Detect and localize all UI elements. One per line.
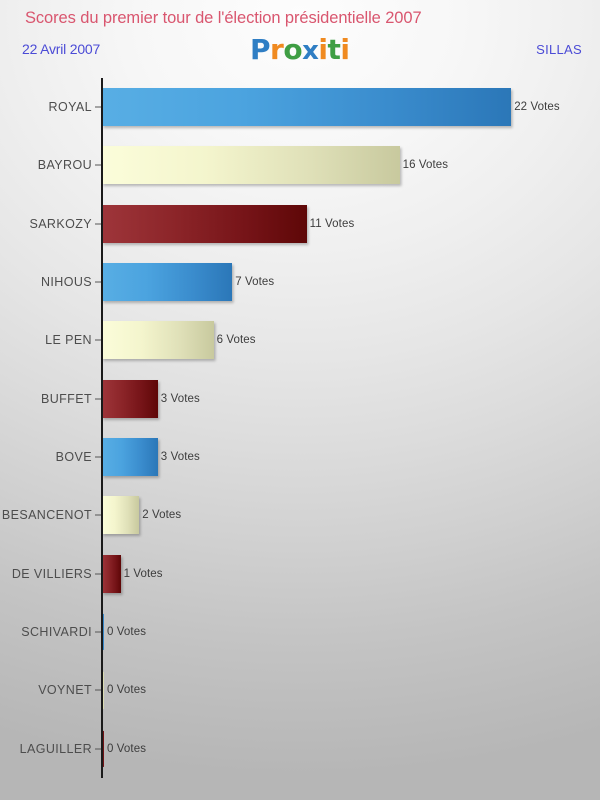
bar-value-label: 16 Votes <box>402 159 449 172</box>
bar-row: SCHIVARDI 0 Votes <box>0 603 600 661</box>
bar-row: LE PEN 6 Votes <box>0 311 600 369</box>
bar-value-label: 3 Votes <box>160 451 200 464</box>
logo-letter-x: x <box>302 36 319 66</box>
bar[interactable] <box>102 204 307 243</box>
axis-tick <box>95 281 101 283</box>
bar[interactable] <box>102 146 400 185</box>
logo-letter-r: r <box>270 33 284 66</box>
bar[interactable] <box>102 496 140 535</box>
bar[interactable] <box>102 263 233 302</box>
bar-category-label: BESANCENOT <box>1 508 92 523</box>
bar-category-label: BUFFET <box>40 391 92 406</box>
bar-value-label: 0 Votes <box>107 626 147 639</box>
bar[interactable] <box>102 88 512 127</box>
bar-row: NIHOUS 7 Votes <box>0 253 600 311</box>
bar-row: BUFFET 3 Votes <box>0 370 600 428</box>
bar-category-label: VOYNET <box>38 683 92 698</box>
logo-letter-o: o <box>283 33 303 66</box>
bar-row: BESANCENOT 2 Votes <box>0 486 600 544</box>
bar-value-label: 22 Votes <box>514 101 560 114</box>
logo-letter-t: t <box>327 33 341 66</box>
bar-row: VOYNET 0 Votes <box>0 661 600 719</box>
axis-tick <box>95 106 101 108</box>
logo-letter-i1: i <box>318 33 328 66</box>
bar[interactable] <box>102 321 214 360</box>
bar[interactable] <box>102 614 104 651</box>
chart-source: SILLAS <box>536 42 582 57</box>
page-title: Scores du premier tour de l'élection pré… <box>25 9 422 27</box>
bar-category-label: LAGUILLER <box>19 741 92 756</box>
bar-value-label: 11 Votes <box>309 217 355 230</box>
bar[interactable] <box>102 379 158 418</box>
chart-date: 22 Avril 2007 <box>22 41 101 57</box>
bar-category-label: LE PEN <box>45 333 92 348</box>
bar-value-label: 7 Votes <box>235 276 275 289</box>
axis-tick <box>95 514 101 516</box>
bar-value-label: 6 Votes <box>216 334 256 347</box>
bar-category-label: BAYROU <box>37 158 92 173</box>
y-axis-line <box>101 78 103 778</box>
axis-tick <box>95 398 101 400</box>
bar-row: ROYAL 22 Votes <box>0 78 600 136</box>
bar-row: LAGUILLER 0 Votes <box>0 720 600 778</box>
axis-tick <box>95 748 101 750</box>
plot-area: ROYAL 22 Votes BAYROU 16 Votes SARKOZY 11 Vot… <box>0 78 600 778</box>
bar-row: DE VILLIERS 1 Votes <box>0 545 600 603</box>
axis-tick <box>95 223 101 225</box>
bar-category-label: ROYAL <box>48 100 92 115</box>
bar-value-label: 2 Votes <box>142 509 182 522</box>
axis-tick <box>95 456 101 458</box>
bar-value-label: 0 Votes <box>107 684 147 697</box>
bar-category-label: SCHIVARDI <box>21 625 92 640</box>
chart-header: Scores du premier tour de l'élection pré… <box>0 0 600 78</box>
bar-row: BOVE 3 Votes <box>0 428 600 486</box>
bar[interactable] <box>102 730 104 767</box>
bar-value-label: 3 Votes <box>160 392 200 405</box>
logo-letter-i2: i <box>340 33 350 66</box>
bar-row: SARKOZY 11 Votes <box>0 195 600 253</box>
bar-value-label: 1 Votes <box>123 567 163 580</box>
axis-tick <box>95 689 101 691</box>
bar-category-label: SARKOZY <box>29 216 92 231</box>
bar-category-label: NIHOUS <box>40 275 92 290</box>
axis-tick <box>95 631 101 633</box>
bar[interactable] <box>102 672 104 709</box>
axis-tick <box>95 164 101 166</box>
bar[interactable] <box>102 438 158 477</box>
bar-category-label: DE VILLIERS <box>11 566 92 581</box>
logo-letter-p: P <box>250 33 271 66</box>
bar-row: BAYROU 16 Votes <box>0 136 600 194</box>
bar[interactable] <box>102 554 121 593</box>
axis-tick <box>95 339 101 341</box>
bar-category-label: BOVE <box>55 450 92 465</box>
axis-tick <box>95 573 101 575</box>
proxiti-logo: Proxiti <box>250 33 350 66</box>
bar-value-label: 0 Votes <box>107 742 147 755</box>
